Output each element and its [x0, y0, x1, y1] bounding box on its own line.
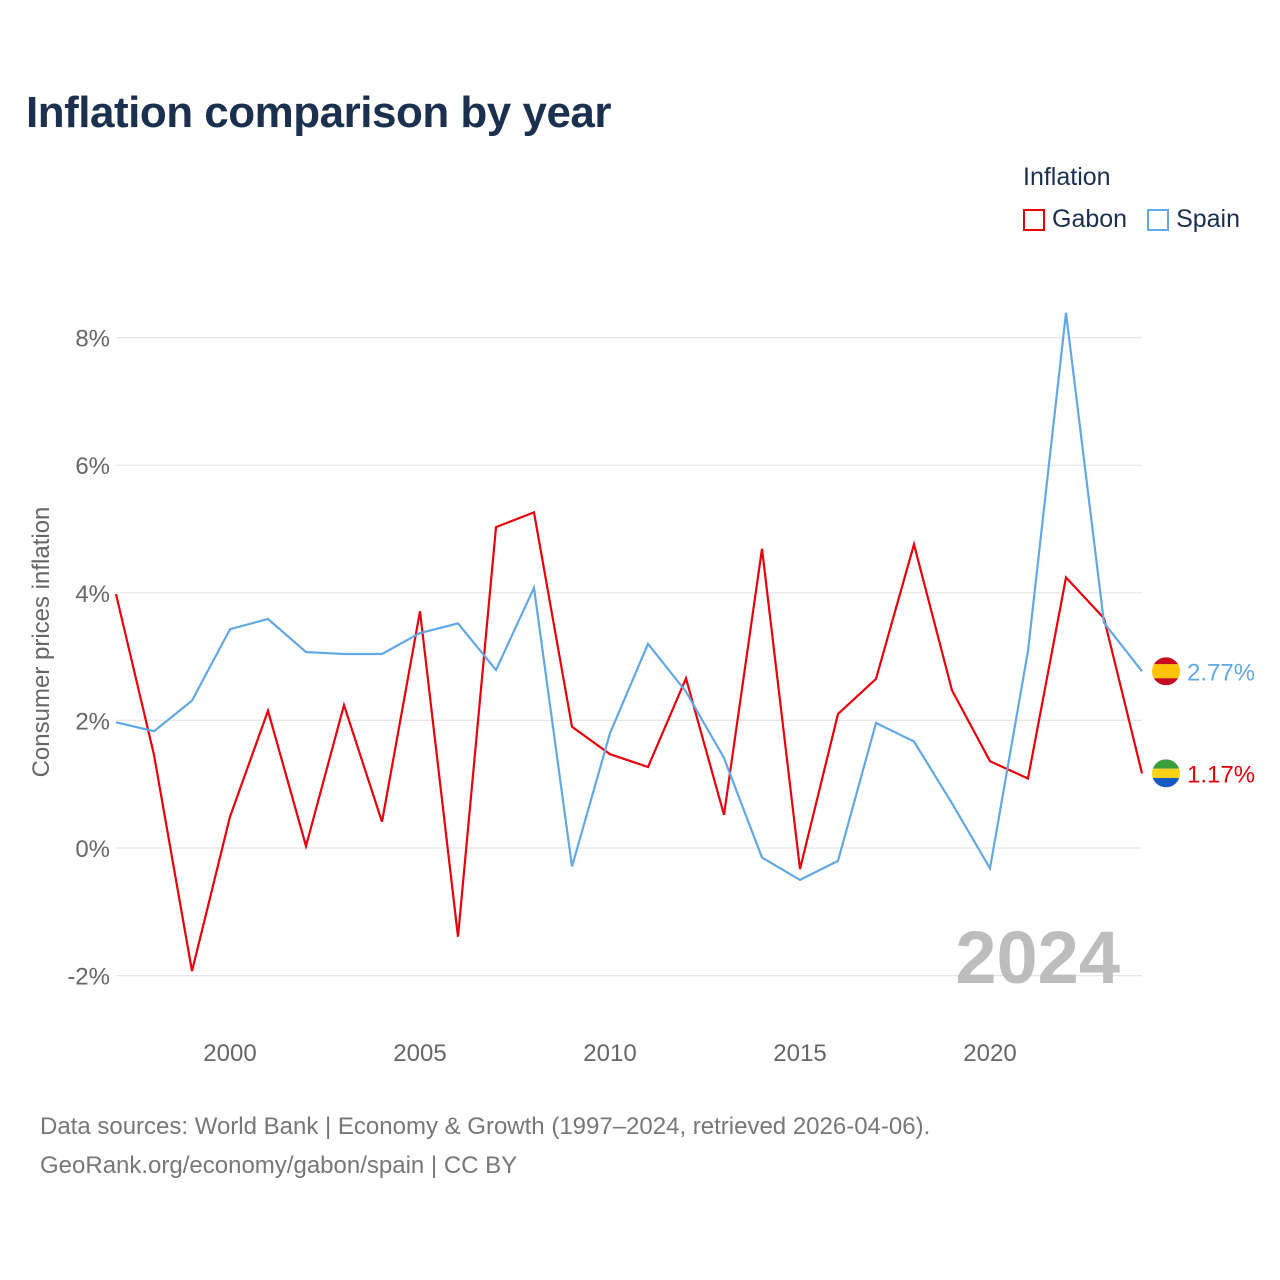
x-tick-label: 2020	[963, 1040, 1016, 1067]
y-tick-label: 2%	[75, 708, 110, 735]
flag-stripe	[1152, 778, 1180, 788]
legend-label-gabon: Gabon	[1052, 205, 1128, 233]
legend-swatch-spain	[1147, 208, 1170, 231]
source-line-1: Data sources: World Bank | Economy & Gro…	[40, 1113, 931, 1140]
legend-swatch-gabon	[1023, 208, 1045, 231]
gabon-flag-icon	[1152, 759, 1180, 788]
x-tick-label: 2005	[393, 1040, 446, 1067]
y-tick-label: 6%	[75, 453, 110, 480]
y-tick-label: -2%	[67, 964, 110, 991]
y-tick-label: 4%	[75, 581, 110, 608]
x-tick-label: 2010	[583, 1040, 636, 1067]
y-tick-label: 8%	[75, 326, 110, 353]
series-line-gabon	[114, 510, 1144, 972]
x-tick-label: 2015	[773, 1040, 826, 1067]
end-value-label-gabon: 1.17%	[1187, 761, 1255, 788]
flag-stripe	[1152, 768, 1180, 779]
chart-title: Inflation comparison by year	[26, 88, 612, 137]
legend-item-gabon[interactable]: Gabon	[1023, 205, 1127, 234]
end-value-label-spain: 2.77%	[1187, 659, 1255, 686]
flag-stripe	[1152, 664, 1180, 679]
year-watermark: 2024	[955, 916, 1120, 999]
legend: Gabon Spain	[1023, 205, 1240, 234]
flag-stripes	[1152, 657, 1180, 686]
flag-stripes	[1152, 759, 1180, 788]
flag-stripe	[1152, 657, 1180, 665]
source-note: Data sources: World Bank | Economy & Gro…	[40, 1107, 930, 1185]
flag-stripe	[1152, 759, 1180, 769]
flag-stripe	[1152, 678, 1180, 686]
legend-item-spain[interactable]: Spain	[1147, 205, 1240, 234]
spain-flag-icon	[1152, 657, 1180, 686]
y-tick-label: 0%	[75, 836, 110, 863]
legend-title: Inflation	[1023, 163, 1111, 191]
x-tick-label: 2000	[203, 1040, 256, 1067]
legend-label-spain: Spain	[1176, 205, 1241, 233]
source-line-2[interactable]: GeoRank.org/economy/gabon/spain | CC BY	[40, 1152, 518, 1179]
series-line-spain	[115, 312, 1143, 882]
